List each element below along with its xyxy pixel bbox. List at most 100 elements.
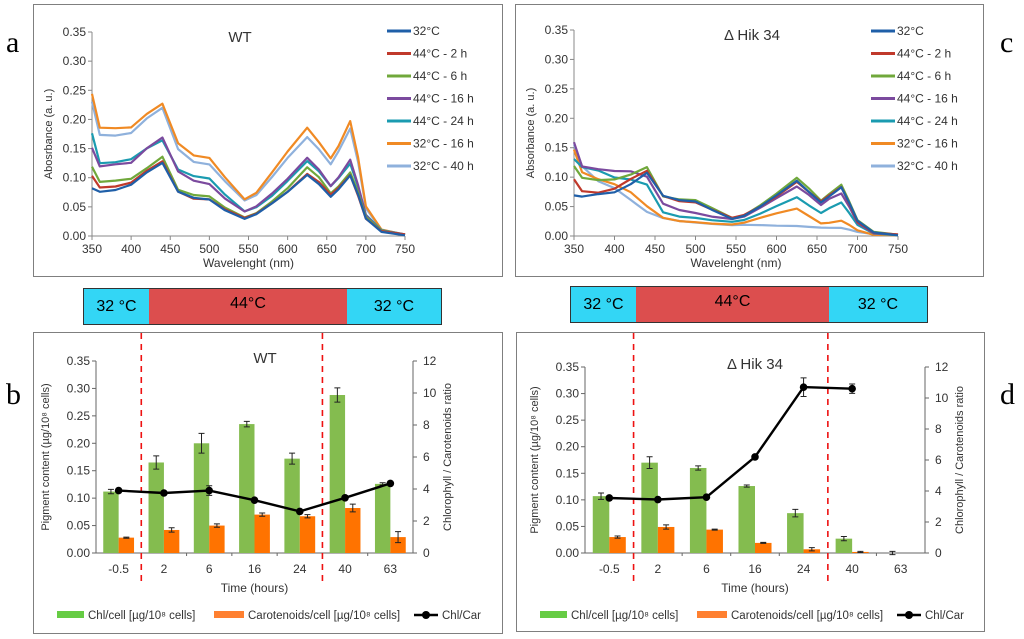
x-tick-label: 6 [703,562,710,576]
y-tick-label: 0.25 [545,82,569,96]
legend-label: 44°C - 16 h [897,92,958,106]
chl-bar [787,513,804,553]
y-tick-label: 0.05 [67,519,91,533]
y-tick-label: 0.25 [556,413,580,427]
ratio-point [751,453,759,461]
y-tick-label: 0.30 [63,54,87,68]
y-tick-label: 0.30 [67,381,91,395]
panel-b-frame [33,332,503,634]
y-tick-label: 0.15 [67,464,91,478]
x-tick-label: 750 [888,242,908,256]
x-axis-title: Time (hours) [721,581,789,595]
y2-tick-label: 6 [423,450,430,464]
error-bar [123,536,130,539]
temp-segment-cold: 32 °C [571,287,636,322]
x-tick-label: 650 [807,242,827,256]
legend-label: 32°C - 40 h [413,159,474,173]
legend-label: 44°C - 24 h [897,114,958,128]
error-bar [198,432,205,454]
y-axis-title: Absorbance (a. u.) [525,88,537,179]
error-bar [711,528,718,531]
legend-label: Carotenoids/cell [µg/10⁸ cells] [248,610,400,622]
y-axis-title: Abosrbance (a. u.) [43,89,55,180]
temp-segment-cold: 32 °C [84,289,149,324]
series-line [90,136,406,237]
y2-tick-label: 0 [935,546,942,560]
temperature-timeline-wt: 32 °C 44°C 32 °C [83,288,442,325]
series-line [572,144,899,236]
car-bar [609,537,626,553]
ratio-point [295,507,304,516]
ratio-point [250,496,259,505]
x-tick-label: 450 [645,242,665,256]
y-tick-label: 0.20 [67,436,91,450]
car-bar [345,508,361,553]
error-bar [153,455,160,470]
chart-title: Δ Hik 34 [727,356,783,373]
error-bar [614,535,621,539]
temp-segment-hot: 44°C [149,289,347,324]
y-tick-label: 0.10 [67,491,91,505]
y-tick-label: 0.15 [63,142,87,156]
y2-tick-label: 8 [423,418,430,432]
y-tick-label: 0.35 [545,23,569,37]
temp-segment-hot: 44°C [636,287,829,322]
x-tick-label: 400 [121,242,141,256]
error-bar [289,452,296,465]
y-tick-label: 0.15 [545,141,569,155]
series-line [573,171,899,237]
y2-tick-label: 2 [423,514,430,528]
panel-letter-d: d [1000,378,1015,411]
x-tick-label: 550 [726,242,746,256]
temp-label: 32 °C [96,297,137,315]
error-bar [107,488,114,495]
y-tick-label: 0.05 [556,519,580,533]
legend-label: 32°C - 40 h [897,159,958,173]
x-tick-label: -0.5 [599,562,620,576]
y2-tick-label: 4 [423,482,430,496]
car-bar [706,529,723,553]
chl-bar [374,483,391,553]
error-bar [334,387,341,403]
y-tick-label: 0.10 [63,171,87,185]
error-bar [598,492,605,500]
x-tick-label: -0.5 [108,562,129,576]
y-tick-label: 0.35 [556,360,580,374]
error-bar [395,531,402,544]
y-tick-label: 0.25 [63,83,87,97]
x-tick-label: 2 [655,562,662,576]
ratio-point [848,384,856,393]
y-axis-title: Pigment content (µg/10⁸ cells) [40,383,52,530]
ratio-line [609,385,853,501]
legend-label: 32°C - 16 h [897,137,958,151]
legend-label: Chl/Car [442,610,481,622]
legend-label: 32°C - 16 h [413,137,474,151]
chl-bar [835,538,853,553]
y-tick-label: 0.35 [67,354,91,368]
panel-letter-b: b [6,378,21,411]
chl-bar [592,496,610,553]
panel-c-frame [515,4,984,277]
series-line [90,93,406,236]
x-tick-label: 6 [206,562,213,576]
error-bar [168,527,175,533]
error-bar [213,523,220,528]
y-tick-label: 0.00 [545,229,569,243]
error-bar [889,550,896,556]
temp-label: 32 °C [583,295,624,313]
panel-d-frame [516,332,985,632]
x-tick-label: 63 [384,562,398,576]
ratio-point [160,489,168,497]
error-bar [259,512,266,517]
error-bar [743,484,750,488]
x-tick-label: 650 [317,242,337,256]
error-bar [663,524,670,530]
temp-segment-cold: 32 °C [347,289,441,324]
y-tick-label: 0.20 [556,440,580,454]
x-tick-label: 40 [338,562,352,576]
x-tick-label: 700 [847,242,867,256]
y-tick-label: 0.30 [556,387,580,401]
y2-tick-label: 0 [423,546,430,560]
x-tick-label: 450 [160,242,180,256]
